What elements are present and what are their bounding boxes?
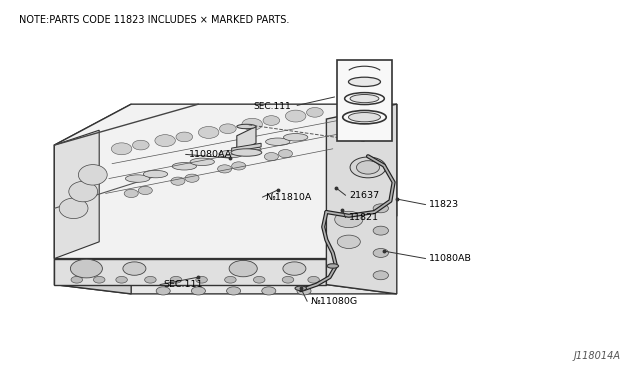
- Circle shape: [176, 132, 193, 142]
- Circle shape: [263, 116, 280, 125]
- Circle shape: [373, 204, 388, 213]
- Polygon shape: [54, 104, 397, 259]
- Text: 11823: 11823: [429, 200, 459, 209]
- Ellipse shape: [327, 264, 339, 268]
- Ellipse shape: [295, 286, 307, 291]
- Circle shape: [191, 287, 205, 295]
- Polygon shape: [326, 104, 397, 294]
- Bar: [337, 60, 392, 141]
- Circle shape: [171, 177, 185, 185]
- Text: SEC.111: SEC.111: [163, 280, 203, 289]
- Ellipse shape: [349, 77, 380, 86]
- Ellipse shape: [349, 113, 380, 122]
- Text: №11810A: №11810A: [266, 193, 312, 202]
- Circle shape: [196, 276, 207, 283]
- Ellipse shape: [350, 94, 379, 103]
- Ellipse shape: [237, 146, 261, 153]
- Circle shape: [282, 276, 294, 283]
- Ellipse shape: [266, 138, 290, 145]
- Circle shape: [198, 126, 219, 138]
- Text: 11821: 11821: [349, 213, 379, 222]
- Circle shape: [373, 271, 388, 280]
- Ellipse shape: [172, 163, 196, 170]
- Circle shape: [229, 260, 257, 277]
- Ellipse shape: [219, 150, 243, 158]
- Polygon shape: [54, 285, 397, 294]
- Circle shape: [71, 276, 83, 283]
- Circle shape: [170, 276, 182, 283]
- Circle shape: [356, 161, 380, 174]
- Circle shape: [123, 262, 146, 275]
- Circle shape: [132, 140, 149, 150]
- Circle shape: [278, 150, 292, 158]
- Text: 11080AB: 11080AB: [429, 254, 472, 263]
- Circle shape: [373, 248, 388, 257]
- Circle shape: [297, 287, 311, 295]
- Ellipse shape: [284, 134, 308, 141]
- Text: SEC.111: SEC.111: [253, 102, 291, 110]
- Polygon shape: [54, 130, 99, 259]
- Ellipse shape: [69, 182, 97, 202]
- Circle shape: [227, 287, 241, 295]
- Circle shape: [373, 226, 388, 235]
- Circle shape: [253, 276, 265, 283]
- Ellipse shape: [60, 198, 88, 219]
- Circle shape: [225, 276, 236, 283]
- Circle shape: [307, 108, 323, 117]
- Circle shape: [156, 287, 170, 295]
- Circle shape: [264, 153, 278, 161]
- Circle shape: [93, 276, 105, 283]
- Ellipse shape: [231, 149, 262, 156]
- Circle shape: [111, 143, 132, 155]
- Circle shape: [220, 124, 236, 134]
- Polygon shape: [237, 126, 256, 153]
- Text: 21637: 21637: [349, 191, 379, 200]
- Circle shape: [337, 235, 360, 248]
- Circle shape: [285, 110, 306, 122]
- Polygon shape: [54, 104, 131, 294]
- Ellipse shape: [79, 165, 108, 185]
- Circle shape: [138, 186, 152, 195]
- Text: 11080AA: 11080AA: [189, 150, 232, 159]
- Circle shape: [185, 174, 199, 182]
- Circle shape: [283, 262, 306, 275]
- Circle shape: [116, 276, 127, 283]
- Circle shape: [335, 211, 363, 228]
- Circle shape: [145, 276, 156, 283]
- Circle shape: [242, 118, 262, 130]
- Text: J118014A: J118014A: [574, 351, 621, 361]
- Circle shape: [124, 189, 138, 198]
- Circle shape: [262, 287, 276, 295]
- Polygon shape: [54, 259, 326, 285]
- Text: NOTE:PARTS CODE 11823 INCLUDES × MARKED PARTS.: NOTE:PARTS CODE 11823 INCLUDES × MARKED …: [19, 15, 289, 25]
- Circle shape: [232, 162, 246, 170]
- Ellipse shape: [237, 124, 256, 129]
- Circle shape: [350, 157, 386, 178]
- Circle shape: [70, 259, 102, 278]
- Ellipse shape: [125, 175, 150, 182]
- Polygon shape: [232, 143, 261, 152]
- Ellipse shape: [143, 170, 168, 178]
- Circle shape: [155, 135, 175, 147]
- Ellipse shape: [190, 158, 214, 166]
- Text: №11080G: №11080G: [310, 297, 358, 306]
- Circle shape: [308, 276, 319, 283]
- Circle shape: [218, 165, 232, 173]
